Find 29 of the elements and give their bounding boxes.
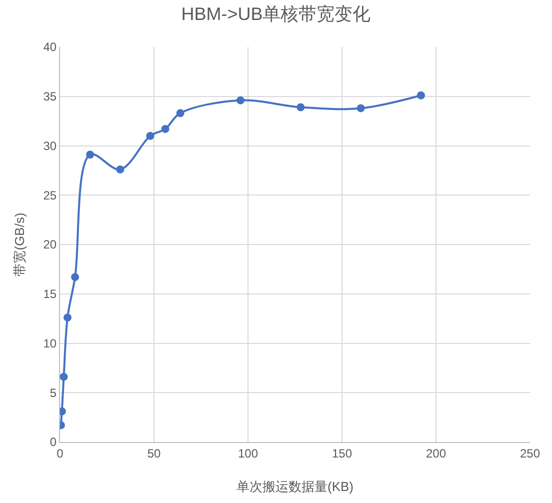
- y-tick-label: 25: [43, 188, 57, 202]
- point: [86, 150, 94, 159]
- x-tick-label: 200: [426, 446, 446, 460]
- x-tick-label: 150: [332, 446, 352, 460]
- y-tick-label: 15: [43, 287, 57, 302]
- point: [161, 124, 170, 133]
- point: [416, 91, 425, 100]
- y-tick-label: 20: [43, 238, 57, 252]
- x-axis-title: 单次搬运数据量(KB): [236, 479, 354, 494]
- x-tick-label: 50: [147, 446, 161, 460]
- point: [71, 273, 80, 282]
- point: [236, 96, 244, 104]
- y-tick-label: 40: [43, 40, 57, 54]
- point: [296, 103, 305, 112]
- y-axis-title: 带宽(GB/s): [12, 212, 27, 276]
- y-tick-label: 10: [43, 336, 57, 350]
- point: [146, 132, 154, 140]
- y-tick-label: 0: [50, 435, 57, 450]
- x-tick-label: 250: [520, 446, 540, 460]
- point: [116, 165, 124, 174]
- point: [176, 109, 184, 118]
- y-tick-label: 30: [43, 138, 57, 153]
- chart-title: HBM->UB单核带宽变化: [181, 4, 371, 24]
- point: [64, 314, 72, 322]
- y-tick-label: 5: [50, 386, 57, 400]
- y-tick-label: 35: [43, 90, 57, 104]
- point: [356, 104, 365, 112]
- x-tick-label: 100: [238, 446, 258, 460]
- point: [60, 372, 68, 381]
